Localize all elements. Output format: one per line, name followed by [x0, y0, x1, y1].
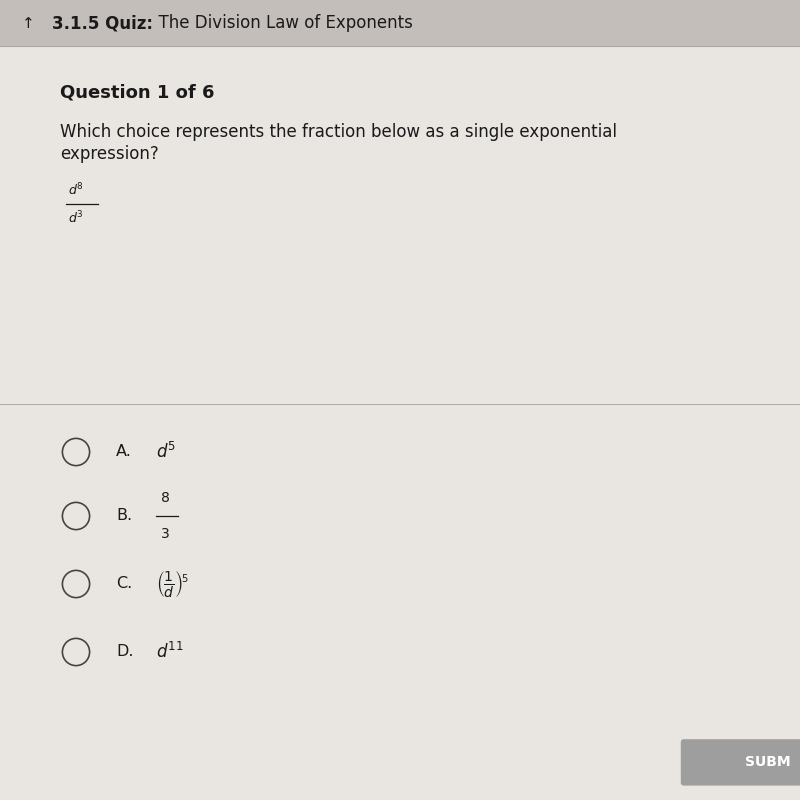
Text: The Division Law of Exponents: The Division Law of Exponents — [148, 14, 413, 32]
Text: Question 1 of 6: Question 1 of 6 — [60, 83, 214, 101]
Text: $\left(\dfrac{1}{d}\right)^{\!5}$: $\left(\dfrac{1}{d}\right)^{\!5}$ — [156, 569, 189, 599]
Text: $d^8$: $d^8$ — [68, 182, 84, 198]
Text: D.: D. — [116, 645, 134, 659]
Text: $d^{11}$: $d^{11}$ — [156, 642, 184, 662]
Text: $d^{5}$: $d^{5}$ — [156, 442, 176, 462]
Text: SUBM: SUBM — [745, 755, 791, 770]
Text: $d^3$: $d^3$ — [68, 210, 84, 226]
Text: 3.1.5 Quiz:: 3.1.5 Quiz: — [52, 14, 153, 32]
Text: Which choice represents the fraction below as a single exponential: Which choice represents the fraction bel… — [60, 123, 617, 141]
Text: expression?: expression? — [60, 145, 158, 162]
Text: A.: A. — [116, 445, 132, 459]
Text: $8$: $8$ — [160, 491, 170, 506]
Bar — [0, 0, 800, 46]
Text: B.: B. — [116, 509, 132, 523]
Text: ↑: ↑ — [22, 16, 34, 30]
Text: C.: C. — [116, 577, 132, 591]
Text: $3$: $3$ — [160, 526, 170, 541]
FancyBboxPatch shape — [681, 739, 800, 786]
